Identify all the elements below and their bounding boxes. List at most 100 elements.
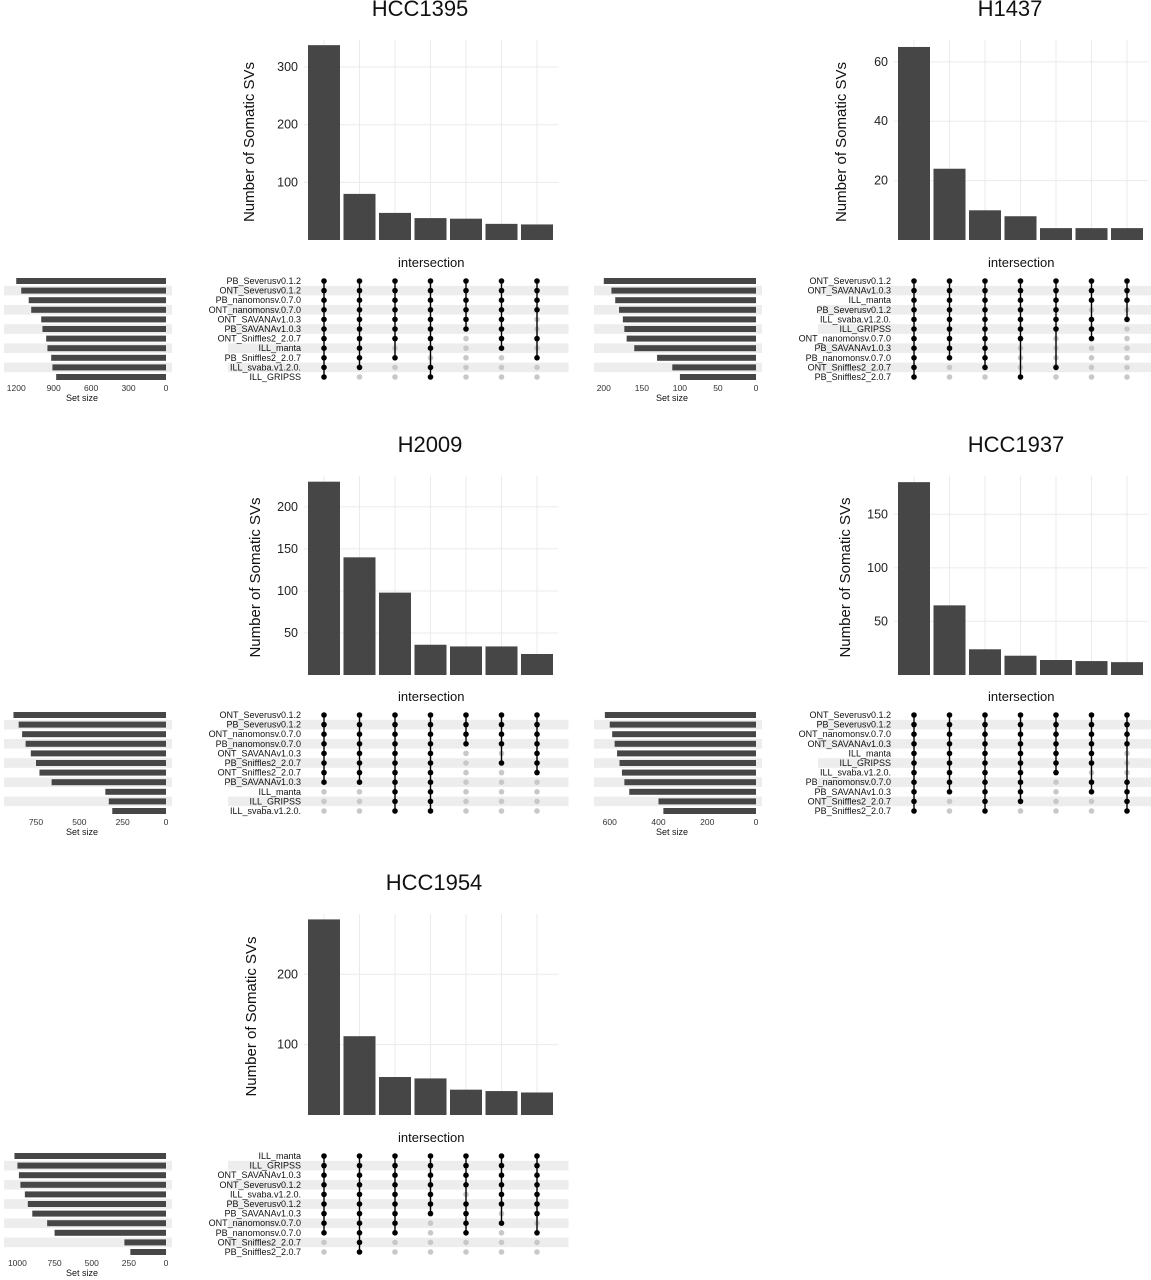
matrix-dot-off [463, 789, 469, 795]
set-name-label: ILL_manta [258, 343, 301, 353]
set-name-label: ILL_manta [258, 1151, 301, 1161]
matrix-dot-off [356, 789, 363, 795]
matrix-dot-off [1124, 374, 1130, 380]
intersection-bar [379, 592, 411, 675]
matrix-dot-off [321, 789, 327, 795]
chart-title: H1437 [978, 0, 1043, 21]
y-tick-label: 300 [277, 60, 298, 74]
matrix-dot-off [1088, 798, 1095, 805]
set-size-bar [42, 326, 166, 332]
intersection-bar [1075, 661, 1108, 675]
y-tick-label: 200 [277, 967, 298, 981]
set-name-label: ILL_manta [258, 787, 301, 797]
matrix-stripe [228, 796, 569, 807]
set-size-bar [51, 354, 166, 361]
set-size-bar [124, 1239, 166, 1246]
matrix-dot-off [498, 798, 505, 805]
set-name-label: ONT_SAVANAv1.0.3 [217, 748, 301, 758]
set-name-label: PB_SAVANAv1.0.3 [814, 343, 891, 353]
matrix-dot-on [356, 364, 363, 371]
set-name-label: ONT_nanomonsv.0.7.0 [799, 729, 891, 739]
set-size-bar [622, 316, 756, 323]
set-size-tick-label: 300 [121, 383, 135, 393]
set-size-tick-label: 750 [29, 817, 43, 827]
matrix-dot-off [946, 798, 953, 805]
matrix-dot-off [534, 808, 540, 814]
intersection-bar [379, 212, 411, 240]
intersection-bar [379, 1077, 411, 1115]
set-size-bar [28, 297, 166, 304]
matrix-dot-off [392, 1249, 398, 1255]
matrix-dot-off [356, 374, 363, 380]
set-size-bar [54, 1229, 167, 1236]
set-name-label: ILL_manta [848, 748, 891, 758]
intersection-bar [485, 646, 518, 675]
matrix-dot-off [1053, 779, 1059, 785]
set-name-label: PB_Sniffles2_2.0.7 [815, 806, 891, 816]
set-size-tick-label: 200 [700, 817, 714, 827]
matrix-stripe [228, 305, 569, 315]
set-size-bar [626, 335, 756, 342]
set-size-bar [22, 731, 167, 738]
x-axis-label: intersection [398, 255, 464, 270]
set-size-tick-label: 200 [597, 383, 611, 393]
matrix-dot-off [1053, 798, 1059, 805]
set-size-tick-label: 150 [635, 383, 649, 393]
x-axis-label: intersection [398, 689, 464, 704]
matrix-dot-off [1088, 355, 1095, 361]
set-name-label: PB_nanomonsv.0.7.0 [216, 739, 301, 749]
y-axis-label: Number of Somatic SVs [837, 497, 854, 657]
intersection-bar [933, 168, 966, 240]
set-size-tick-label: 500 [85, 1258, 99, 1268]
x-axis-label: intersection [988, 255, 1054, 270]
set-size-tick-label: 600 [603, 817, 617, 827]
matrix-dot-off [463, 769, 469, 776]
set-name-label: ONT_SAVANAv1.0.3 [217, 1170, 301, 1180]
set-size-tick-label: 900 [47, 383, 61, 393]
set-size-bar [51, 779, 166, 786]
matrix-dot-off [463, 750, 469, 757]
y-tick-label: 50 [284, 626, 298, 640]
set-name-label: PB_Severusv0.1.2 [226, 720, 301, 730]
matrix-dot-off [321, 1249, 327, 1255]
set-size-axis-label: Set size [66, 827, 98, 837]
set-name-label: ONT_nanomonsv.0.7.0 [209, 1218, 301, 1228]
matrix-dot-off [463, 345, 469, 352]
set-size-tick-label: 0 [754, 383, 759, 393]
intersection-bar [521, 1092, 553, 1115]
upset-panel-hcc1954: HCC1954 Number of Somatic SVs 100 200 inters… [4, 870, 569, 1278]
y-axis-label: Number of Somatic SVs [833, 62, 850, 222]
matrix-dot-off [427, 1239, 434, 1246]
matrix-dot-off [946, 374, 953, 380]
set-size-bar [52, 364, 166, 371]
set-name-label: ONT_Sniffles2_2.0.7 [218, 768, 301, 778]
y-tick-label: 20 [874, 174, 888, 188]
matrix-dot-off [463, 1249, 469, 1255]
set-size-bar [609, 721, 756, 728]
matrix-dot-off [427, 1220, 434, 1226]
set-name-label: ILL_svaba.v1.2.0. [820, 314, 891, 324]
chart-title: HCC1937 [968, 432, 1065, 457]
set-name-label: ONT_Severusv0.1.2 [219, 286, 301, 296]
set-size-bar [603, 278, 756, 284]
matrix-dot-off [463, 355, 469, 361]
set-size-bar [21, 287, 167, 294]
set-name-label: ONT_Severusv0.1.2 [809, 276, 891, 286]
intersection-bar [485, 223, 518, 240]
set-size-bar [32, 1210, 167, 1217]
set-name-label: ILL_svaba.v1.2.0. [230, 1189, 301, 1199]
set-size-tick-label: 0 [164, 817, 169, 827]
intersection-bar [308, 481, 340, 675]
matrix-dot-off [1088, 374, 1095, 380]
y-tick-label: 100 [867, 561, 888, 575]
matrix-dot-off [463, 798, 469, 805]
set-size-bar [617, 750, 756, 757]
set-size-tick-label: 400 [651, 817, 665, 827]
set-size-bar [36, 760, 166, 766]
y-tick-label: 50 [874, 614, 888, 628]
matrix-dot-off [534, 798, 540, 805]
matrix-dot-off [534, 1239, 540, 1246]
matrix-dot-off [534, 1249, 540, 1255]
matrix-dot-off [498, 364, 505, 371]
set-size-bar [30, 750, 166, 757]
